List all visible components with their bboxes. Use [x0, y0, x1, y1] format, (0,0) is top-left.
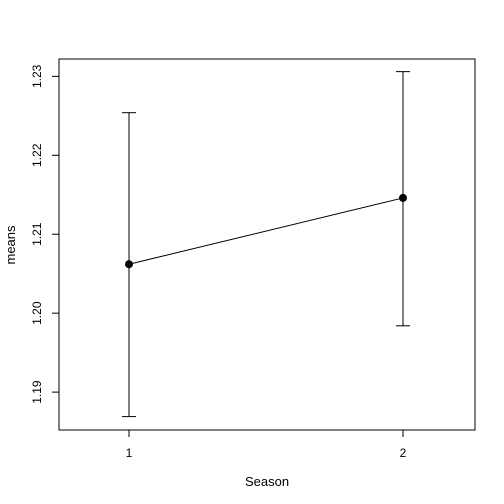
- y-axis-label: means: [3, 225, 18, 265]
- y-tick-label: 1.19: [30, 380, 44, 404]
- y-tick-label: 1.22: [30, 143, 44, 167]
- y-tick-label: 1.21: [30, 222, 44, 246]
- x-axis-label: Season: [245, 474, 289, 489]
- x-tick-label: 1: [126, 446, 133, 460]
- x-tick-label: 2: [400, 446, 407, 460]
- y-tick-label: 1.23: [30, 64, 44, 88]
- y-axis: 1.19 1.20 1.21 1.22 1.23: [30, 64, 59, 404]
- data-point: [125, 260, 133, 269]
- series-lines: [128, 197, 404, 265]
- data-points: [125, 193, 407, 269]
- data-point: [399, 193, 407, 202]
- series-line: [128, 197, 404, 265]
- y-tick-label: 1.20: [30, 301, 44, 325]
- plot-frame: [58, 58, 476, 431]
